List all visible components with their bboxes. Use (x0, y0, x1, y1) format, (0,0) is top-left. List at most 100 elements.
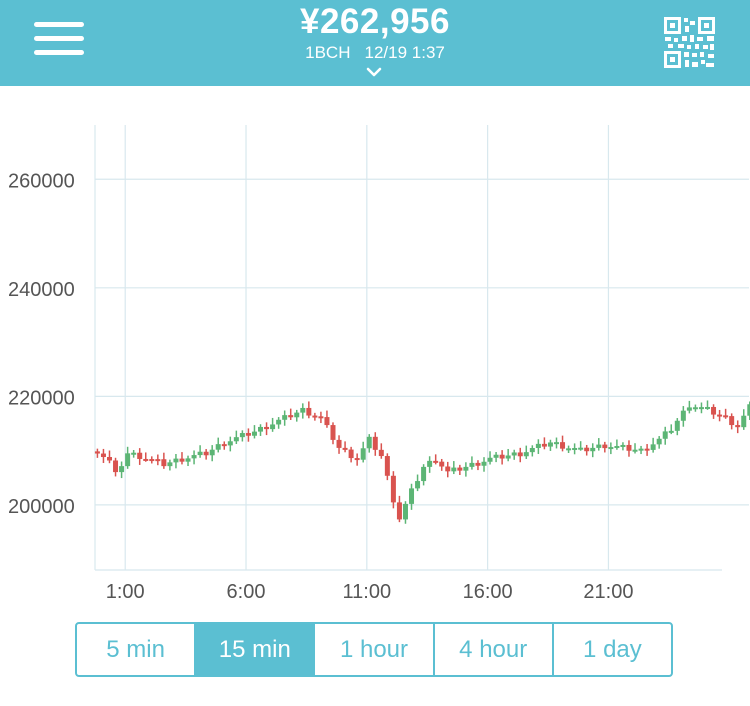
candle-body (270, 424, 276, 430)
candle-body (626, 444, 632, 451)
qr-code-icon[interactable] (664, 17, 715, 68)
candle-body (276, 419, 282, 425)
candle-body (457, 467, 463, 471)
candle-body (342, 447, 348, 450)
tab-1-day[interactable]: 1 day (583, 635, 642, 663)
candle-body (566, 448, 572, 451)
candle-body (572, 448, 578, 451)
candle-body (499, 454, 505, 459)
candle-body (644, 448, 650, 451)
price-subline: 1BCH 12/19 1:37 (0, 43, 750, 63)
hamburger-menu-icon[interactable] (34, 22, 84, 56)
candle-body (535, 443, 541, 449)
candle-body (409, 488, 415, 504)
candle-body (312, 415, 318, 418)
candle-body (493, 454, 499, 458)
candle-body (662, 431, 668, 439)
candle-body (185, 458, 191, 462)
candle-body (741, 415, 747, 428)
x-tick-label: 21:00 (583, 581, 633, 603)
candle-body (650, 444, 656, 450)
candle-body (421, 466, 427, 482)
candle-body (596, 444, 602, 448)
candle-body (336, 439, 342, 448)
candle-body (680, 410, 686, 421)
candle-body (608, 447, 614, 450)
price-timestamp: 12/19 1:37 (364, 43, 445, 62)
candle-body (378, 449, 384, 457)
candle-body (203, 451, 209, 456)
candle-body (125, 453, 131, 467)
candle-body (366, 436, 372, 449)
candle-body (590, 447, 596, 452)
candle-body (221, 444, 227, 447)
candle-body (475, 462, 481, 466)
candle-body (288, 415, 294, 418)
x-tick-label: 16:00 (463, 581, 513, 603)
tab-15-min[interactable]: 15 min (196, 624, 316, 675)
candle-body (119, 466, 125, 473)
candle-body (656, 438, 662, 445)
y-tick-label: 260000 (8, 170, 75, 192)
candle-body (113, 460, 119, 473)
candle-body (245, 433, 251, 436)
y-tick-label: 200000 (8, 496, 75, 518)
axis-labels: 200000 220000 240000 260000 1:00 6:00 11:00 16:… (8, 170, 633, 603)
candle-body (717, 414, 723, 417)
tab-5-min[interactable]: 5 min (77, 624, 197, 675)
candle-body (143, 458, 149, 461)
candle-body (239, 433, 245, 438)
candle-body (155, 459, 161, 462)
candle-body (161, 459, 167, 467)
candle-body (94, 451, 100, 454)
x-tick-label: 6:00 (227, 581, 266, 603)
candle-body (686, 407, 692, 411)
candle-body (191, 455, 197, 459)
tab-4-hour[interactable]: 4 hour (435, 624, 554, 675)
candle-body (294, 412, 300, 418)
candle-body (668, 430, 674, 433)
price-chart: 200000 220000 240000 260000 1:00 6:00 11:00 16:… (8, 125, 750, 603)
candle-body (348, 449, 354, 459)
candle-body (584, 447, 590, 452)
candle-body (251, 431, 257, 436)
candle-body (197, 451, 203, 456)
candle-body (638, 448, 644, 451)
candle-body (578, 447, 584, 450)
candle-body (523, 452, 529, 457)
candle-body (553, 442, 559, 445)
candle-body (487, 457, 493, 462)
candle-body (614, 446, 620, 449)
candle-body (384, 456, 390, 476)
candle-body (149, 459, 155, 462)
candle-body (427, 460, 433, 467)
candle-body (209, 449, 215, 456)
candle-body (445, 466, 451, 472)
candle-body (511, 452, 517, 456)
candle-body (505, 455, 511, 459)
candle-body (723, 415, 729, 418)
candle-body (541, 443, 547, 447)
candles (94, 400, 750, 524)
candle-body (698, 407, 704, 410)
candle-body (106, 457, 112, 461)
candle-body (529, 448, 535, 453)
candle-body (215, 444, 221, 450)
candle-body (547, 442, 553, 447)
candle-body (300, 407, 306, 413)
chart-grid (94, 125, 749, 571)
candle-body (167, 462, 173, 467)
candle-body (469, 462, 475, 467)
y-tick-label: 220000 (8, 387, 75, 409)
candle-body (258, 426, 264, 432)
candle-body (318, 416, 324, 419)
candle-body (264, 426, 270, 430)
candle-body (360, 448, 366, 460)
price-display: ¥262,956 (300, 2, 450, 41)
candle-body (173, 458, 179, 463)
candle-body (415, 481, 421, 489)
tab-1-hour[interactable]: 1 hour (315, 624, 435, 675)
chevron-down-icon[interactable] (366, 66, 382, 78)
candle-body (560, 442, 566, 449)
candle-body (674, 420, 680, 431)
